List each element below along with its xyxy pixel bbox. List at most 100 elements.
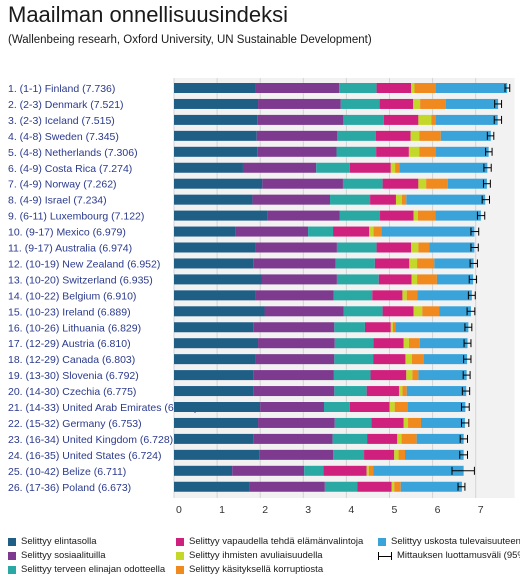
row-label: 12. (10-19) New Zealand (6.952): [8, 258, 160, 270]
bar-segment: [174, 178, 263, 189]
bar-segment: [235, 226, 309, 237]
bar-segment: [395, 162, 400, 173]
row-label: 21. (14-33) United Arab Emirates (6.760): [8, 402, 198, 414]
legend-label: Selittyy vapaudella tehdä elämänvalintoj…: [189, 536, 364, 547]
bar-segment: [253, 322, 335, 333]
bar-segment: [174, 114, 258, 125]
bar-segment: [174, 354, 256, 365]
bar-segment: [174, 322, 254, 333]
bar-segment: [174, 417, 259, 428]
bar-segment: [334, 386, 367, 397]
bar-segment: [405, 354, 412, 365]
bar-segment: [439, 306, 471, 317]
bar-segment: [174, 465, 233, 476]
bar-segment: [255, 354, 335, 365]
bar-segment: [398, 449, 406, 460]
chart-title: Maailman onnellisuusindeksi: [8, 2, 289, 27]
row-label: 14. (10-22) Belgium (6.910): [8, 290, 136, 302]
legend-label: Selittyy elintasolla: [21, 536, 97, 547]
row-label: 17. (12-29) Austria (6.810): [8, 338, 131, 350]
bar-segment: [336, 274, 379, 285]
bar-segment: [406, 386, 467, 397]
bar-segment: [337, 130, 376, 141]
bar-segment: [304, 465, 324, 476]
row-label: 22. (15-32) Germany (6.753): [8, 418, 142, 430]
row-label: 2. (2-3) Denmark (7.521): [8, 99, 124, 111]
bar-segment: [407, 402, 466, 412]
x-tick-label: 6: [435, 504, 441, 516]
bar-segment: [394, 449, 399, 460]
bar-segment: [422, 306, 440, 317]
bar-segment: [339, 210, 381, 221]
bar-segment: [335, 258, 375, 269]
bar-segment: [406, 290, 418, 301]
row-label: 1. (1-1) Finland (7.736): [8, 83, 115, 95]
bar-segment: [375, 130, 411, 141]
bar-segment: [413, 306, 423, 317]
bar-segment: [392, 322, 396, 333]
bar-segment: [379, 98, 414, 109]
bar-segment: [417, 210, 436, 221]
bar-segment: [174, 130, 257, 141]
bar-segment: [174, 274, 262, 285]
row-label: 3. (2-3) Iceland (7.515): [8, 115, 115, 127]
bar-segment: [343, 306, 383, 317]
bar-segment: [411, 83, 415, 93]
bar-segment: [381, 226, 475, 237]
bar-segment: [406, 370, 413, 381]
bar-segment: [372, 290, 403, 301]
row-label: 23. (16-34) United Kingdom (6.728): [8, 434, 173, 446]
bar-segment: [364, 449, 395, 460]
bar-segment: [333, 290, 373, 301]
bar-segment: [435, 83, 508, 93]
bar-segment: [253, 258, 336, 269]
x-tick-label: 0: [176, 504, 182, 516]
bar-segment: [258, 338, 335, 349]
bar-segment: [333, 370, 371, 381]
bar-segment: [174, 242, 256, 253]
bar-segment: [435, 146, 489, 157]
bar-segment: [174, 386, 254, 397]
bar-segment: [330, 194, 371, 205]
bar-segment: [398, 386, 403, 397]
bar-segment: [368, 465, 374, 476]
bar-segment: [255, 242, 337, 253]
bar-segment: [403, 417, 409, 428]
bar-segment: [242, 162, 317, 173]
bar-segment: [174, 194, 253, 205]
bar-segment: [418, 114, 432, 125]
bar-segment: [323, 465, 367, 476]
bar-segment: [253, 370, 334, 381]
x-tick-label: 4: [348, 504, 354, 516]
bar-segment: [343, 114, 384, 125]
row-label: 6. (4-9) Costa Rica (7.274): [8, 163, 132, 175]
bar-segment: [447, 178, 487, 189]
row-label: 15. (10-23) Ireland (6.889): [8, 306, 131, 318]
chart-area: 1. (1-1) Finland (7.736) 2. (2-3) Denmark…: [8, 78, 515, 516]
bar-segment: [174, 290, 256, 301]
bar-segment: [260, 402, 324, 412]
legend-item-confidence-interval: Mittauksen luottamusväli (95%): [378, 550, 520, 561]
bar-segment: [418, 242, 430, 253]
x-tick-label: 7: [478, 504, 484, 516]
bar-segment: [423, 354, 468, 365]
bar-segment: [418, 370, 467, 381]
bar-segment: [402, 290, 407, 301]
legend-swatch: [176, 537, 184, 546]
bar-segment: [394, 481, 401, 492]
bar-segment: [420, 417, 465, 428]
row-label: 19. (13-30) Slovenia (6.792): [8, 370, 139, 382]
bar-segment: [408, 417, 421, 428]
legend-label: Selittyy uskosta tulevaisuuteen: [391, 536, 520, 547]
legend-label: Selittyy terveen elinajan odotteella: [21, 564, 166, 575]
bar-segment: [376, 242, 412, 253]
row-label: 18. (12-29) Canada (6.803): [8, 354, 135, 366]
row-label: 5. (4-8) Netherlands (7.306): [8, 147, 138, 159]
bar-segment: [336, 146, 377, 157]
bar-segment: [417, 290, 472, 301]
bar-segment: [382, 306, 414, 317]
bar-segment: [339, 83, 377, 93]
bar-segment: [406, 194, 486, 205]
row-label: 24. (16-35) United States (6.724): [8, 450, 162, 462]
bar-segment: [411, 242, 419, 253]
